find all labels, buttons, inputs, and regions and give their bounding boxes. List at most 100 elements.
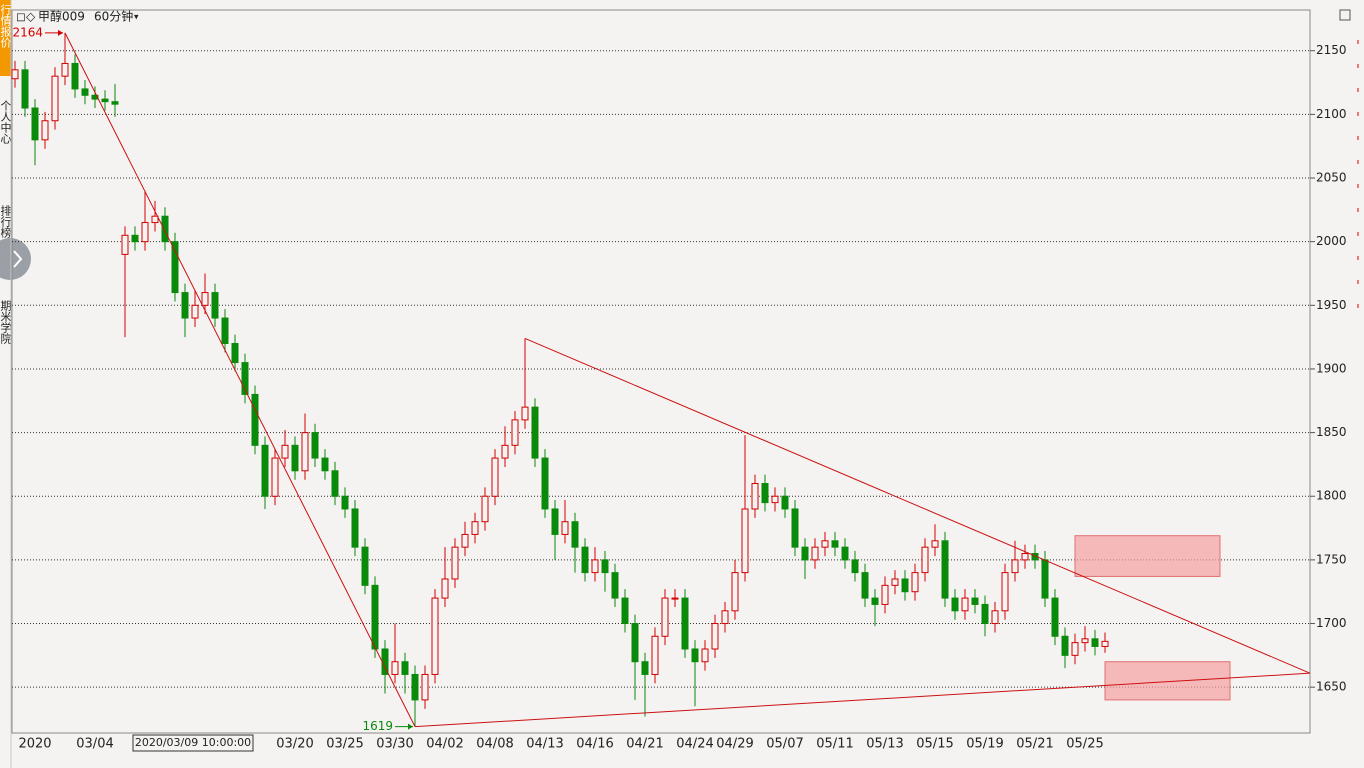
collapse-arrow [13, 250, 23, 268]
candle-body [601, 559, 609, 574]
candle-body [571, 521, 579, 548]
collapse-button[interactable] [0, 238, 31, 280]
candle-body [841, 546, 849, 561]
candle-body [501, 444, 509, 459]
candle-body [61, 62, 69, 77]
candle-body [211, 292, 219, 319]
y-tick-label: 1650 [1316, 680, 1347, 694]
candle-body [181, 292, 189, 319]
candle-body [361, 546, 369, 586]
candle-body [481, 495, 489, 523]
y-tick-label: 2050 [1316, 171, 1347, 185]
candle-body [831, 540, 839, 548]
candle-body [1021, 553, 1029, 561]
candle-body [1101, 640, 1109, 647]
candle-body [431, 597, 439, 675]
x-tick-label: 05/07 [766, 737, 803, 752]
sidebar-label[interactable]: 个人中心 [0, 100, 12, 144]
candle-body [741, 508, 749, 574]
candle-body [641, 661, 649, 675]
candle-body [311, 432, 319, 459]
candle-body [901, 578, 909, 593]
candle-body [281, 444, 289, 459]
candle-body [1061, 635, 1069, 656]
plot-frame [11, 9, 1311, 734]
x-tick-label: 05/11 [816, 737, 853, 752]
candle-body [401, 661, 409, 675]
x-tick-label: 04/13 [526, 737, 563, 752]
x-tick-label: 04/08 [476, 737, 513, 752]
x-tick-label: 04/16 [576, 737, 613, 752]
candle-body [111, 101, 119, 105]
candle-body [121, 234, 129, 255]
candle-body [961, 597, 969, 612]
period-selector[interactable]: 60分钟 [94, 9, 133, 24]
y-tick-label: 1850 [1316, 425, 1347, 439]
dropdown-icon[interactable]: ▾ [134, 13, 139, 23]
candle-body [551, 508, 559, 535]
x-tick-label: 05/21 [1016, 737, 1053, 752]
sidebar-label[interactable]: 排行榜 [0, 204, 12, 239]
candle-body [631, 623, 639, 663]
candle-body [861, 572, 869, 599]
candle-body [151, 215, 159, 224]
candle-body [271, 457, 279, 497]
candle-body [31, 107, 39, 141]
x-tick-label: 03/04 [76, 737, 113, 752]
candle-body [871, 597, 879, 605]
sidebar-label[interactable]: 行情报价 [0, 4, 12, 48]
window-button[interactable] [1339, 9, 1351, 21]
candle-body [511, 419, 519, 446]
candle-body [931, 540, 939, 548]
candle-body [171, 241, 179, 294]
x-tick-label: 03/20 [276, 737, 313, 752]
candle-body [891, 578, 899, 586]
candle-body [911, 572, 919, 593]
candle-body [491, 457, 499, 497]
candle-body [751, 483, 759, 510]
x-tick-label: 05/15 [916, 737, 953, 752]
candle-body [941, 540, 949, 599]
y-tick-label: 1800 [1316, 489, 1347, 503]
candle-body [1071, 642, 1079, 656]
x-tick-label: 05/19 [966, 737, 1003, 752]
candle-body [191, 304, 199, 319]
candle-body [661, 597, 669, 637]
candle-body [411, 673, 419, 701]
x-tick-label: 03/25 [326, 737, 363, 752]
y-tick-label: 1700 [1316, 616, 1347, 630]
candle-body [881, 584, 889, 605]
candle-body [531, 406, 539, 459]
trend-line [414, 672, 1311, 728]
x-tick-label: 05/25 [1066, 737, 1103, 752]
x-tick-label: 04/29 [716, 737, 753, 752]
plot: 1650 1700 1750 1800 1850 1900 1950 2000 2050 2100… [11, 25, 1347, 752]
zone [1074, 535, 1221, 577]
candle-body [981, 603, 989, 625]
annotation-label: 2164 [12, 25, 43, 39]
candle-body [261, 444, 269, 497]
y-tick-label: 1900 [1316, 361, 1347, 375]
toolbar-icon[interactable]: ◻◇ [16, 10, 36, 24]
candle-body [1011, 559, 1019, 574]
candle-body [1041, 559, 1049, 599]
sidebar-tab-active[interactable] [0, 0, 11, 76]
x-tick-label: 05/13 [866, 737, 903, 752]
y-tick-label: 1950 [1316, 298, 1347, 312]
candle-body [691, 648, 699, 663]
candle-body [251, 393, 259, 446]
annotation-label: 1619 [362, 719, 393, 733]
tooltip: 2020/03/09 10:00:00 [135, 736, 251, 749]
candle-body [331, 470, 339, 497]
x-tick-label: 04/21 [626, 737, 663, 752]
candle-body [621, 597, 629, 625]
sidebar-label[interactable]: 期米学院 [0, 300, 12, 344]
candle-body [161, 215, 169, 243]
candle-body [461, 533, 469, 548]
candle-body [1001, 572, 1009, 612]
candle-body [541, 457, 549, 510]
candle-body [301, 432, 309, 472]
candle-body [1091, 638, 1099, 647]
candle-body [801, 546, 809, 561]
candle-body [821, 540, 829, 548]
